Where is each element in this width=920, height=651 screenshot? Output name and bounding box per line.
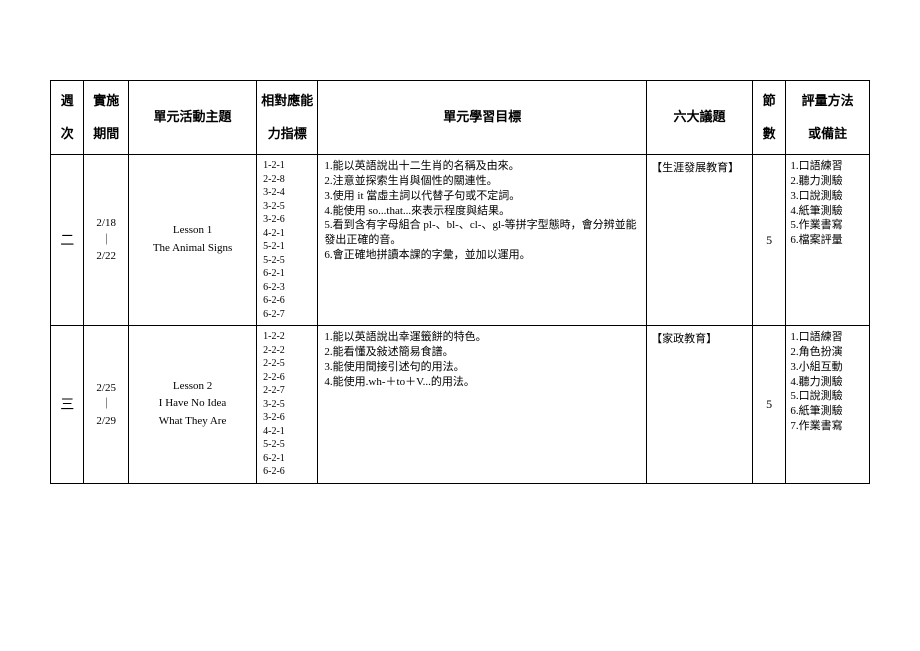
header-unit: 單元活動主題 (128, 81, 256, 155)
table-row: 三2/25｜2/29Lesson 2I Have No IdeaWhat The… (51, 326, 870, 484)
header-count: 節 數 (752, 81, 785, 155)
count-cell: 5 (752, 155, 785, 326)
count-cell: 5 (752, 326, 785, 484)
header-topic: 六大議題 (647, 81, 753, 155)
header-objective: 單元學習目標 (318, 81, 647, 155)
method-cell: 1.口語練習 2.角色扮演 3.小組互動 4.聽力測驗 5.口說測驗 6.紙筆測… (786, 326, 870, 484)
header-period: 實施 期間 (84, 81, 129, 155)
header-week: 週 次 (51, 81, 84, 155)
indicator-cell: 1-2-2 2-2-2 2-2-5 2-2-6 2-2-7 3-2-5 3-2-… (257, 326, 318, 484)
unit-cell: Lesson 1The Animal Signs (128, 155, 256, 326)
topic-cell: 【家政教育】 (647, 326, 753, 484)
topic-cell: 【生涯發展教育】 (647, 155, 753, 326)
period-cell: 2/25｜2/29 (84, 326, 129, 484)
week-cell: 二 (51, 155, 84, 326)
header-method: 評量方法 或備註 (786, 81, 870, 155)
indicator-cell: 1-2-1 2-2-8 3-2-4 3-2-5 3-2-6 4-2-1 5-2-… (257, 155, 318, 326)
objective-cell: 1.能以英語說出十二生肖的名稱及由來。 2.注意並探索生肖與個性的關連性。 3.… (318, 155, 647, 326)
method-cell: 1.口語練習 2.聽力測驗 3.口說測驗 4.紙筆測驗 5.作業書寫 6.檔案評… (786, 155, 870, 326)
objective-cell: 1.能以英語說出幸運籤餅的特色。 2.能看懂及敍述簡易食譜。 3.能使用間接引述… (318, 326, 647, 484)
table-row: 二2/18｜2/22Lesson 1The Animal Signs1-2-1 … (51, 155, 870, 326)
curriculum-table: 週 次 實施 期間 單元活動主題 相對應能 力指標 單元學習目標 六大議題 節 … (50, 80, 870, 484)
header-row: 週 次 實施 期間 單元活動主題 相對應能 力指標 單元學習目標 六大議題 節 … (51, 81, 870, 155)
period-cell: 2/18｜2/22 (84, 155, 129, 326)
week-cell: 三 (51, 326, 84, 484)
unit-cell: Lesson 2I Have No IdeaWhat They Are (128, 326, 256, 484)
header-indicator: 相對應能 力指標 (257, 81, 318, 155)
